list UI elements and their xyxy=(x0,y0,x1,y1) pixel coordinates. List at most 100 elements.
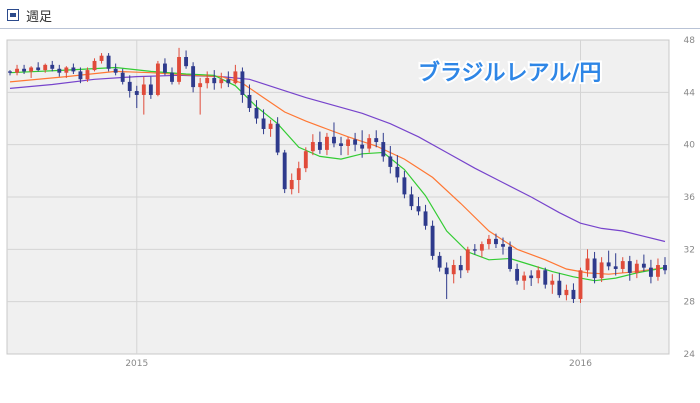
candle xyxy=(360,130,365,158)
candle-body-up xyxy=(564,289,569,296)
candle-body-down xyxy=(409,194,414,207)
candle xyxy=(599,257,604,283)
candle xyxy=(536,266,541,284)
candle xyxy=(324,132,329,156)
candle-body-down xyxy=(332,136,336,144)
y-tick-label: 36 xyxy=(684,193,696,203)
candle xyxy=(346,136,351,156)
candle-body-up xyxy=(536,270,541,279)
candle-body-down xyxy=(254,108,259,119)
y-tick-label: 44 xyxy=(684,88,696,98)
candle xyxy=(501,237,505,255)
candle-body-down xyxy=(557,280,562,296)
chart-title: ブラジルレアル/円 xyxy=(418,60,601,86)
candle xyxy=(557,272,562,298)
candle xyxy=(606,250,611,271)
candle xyxy=(416,197,421,216)
candle-body-down xyxy=(592,258,597,279)
candle xyxy=(22,64,27,75)
candle xyxy=(529,270,534,286)
candle xyxy=(226,71,231,88)
candle xyxy=(564,284,569,301)
candle-body-down xyxy=(191,66,196,88)
candle xyxy=(374,130,379,148)
candle xyxy=(282,149,287,194)
candle-body-down xyxy=(648,267,653,277)
candle-body-down xyxy=(184,57,189,67)
candle-body-down xyxy=(71,67,76,72)
candle xyxy=(106,53,111,72)
candle-body-down xyxy=(317,142,322,150)
candle-body-down xyxy=(494,238,498,245)
candle-body-down xyxy=(113,68,118,73)
candle-body-up xyxy=(656,265,660,277)
candle xyxy=(656,258,660,281)
chart-header: 週足 xyxy=(0,0,700,32)
candle-body-down xyxy=(571,289,576,300)
candle xyxy=(8,70,12,76)
x-tick-label: 2016 xyxy=(569,359,592,369)
candle-body-down xyxy=(508,246,512,269)
candle-body-down xyxy=(627,261,632,273)
candle xyxy=(127,75,132,98)
candle xyxy=(571,283,576,303)
header-divider xyxy=(0,28,700,29)
x-tick-label: 2015 xyxy=(125,359,148,369)
candle xyxy=(465,246,470,273)
candle xyxy=(184,50,189,69)
candle-body-up xyxy=(367,138,372,149)
candle xyxy=(310,134,315,156)
panel-icon xyxy=(7,9,19,21)
candle-body-down xyxy=(170,72,174,82)
candle xyxy=(472,244,477,255)
candle xyxy=(247,84,252,112)
candle xyxy=(64,66,69,78)
candle-body-up xyxy=(324,136,329,150)
candle-body-down xyxy=(360,144,365,149)
candle-body-down xyxy=(275,123,280,153)
candle-body-down xyxy=(120,72,125,82)
candle-body-down xyxy=(134,91,139,95)
chart-period-label: 週足 xyxy=(26,10,53,25)
candle-body-up xyxy=(451,265,456,275)
candle-body-down xyxy=(127,81,132,92)
candle xyxy=(515,263,520,285)
candle xyxy=(388,145,393,174)
candle-body-down xyxy=(423,211,428,226)
y-tick-label: 48 xyxy=(684,36,696,46)
candle xyxy=(578,267,583,303)
candle-body-up xyxy=(99,55,104,61)
candle xyxy=(402,170,407,199)
candle xyxy=(29,66,34,78)
candle xyxy=(205,71,210,89)
candle-body-up xyxy=(64,67,69,73)
candle-body-up xyxy=(233,71,238,84)
candle xyxy=(163,58,167,76)
candle-body-down xyxy=(437,255,442,268)
candle-body-up xyxy=(85,70,90,80)
candle xyxy=(508,241,512,272)
candle xyxy=(240,67,245,103)
candle xyxy=(36,62,41,72)
candle-body-down xyxy=(261,118,266,129)
x-axis-ticks: 2015 2016 xyxy=(125,359,592,369)
candle xyxy=(289,173,294,195)
candle-body-up xyxy=(310,142,315,152)
candle xyxy=(233,64,238,85)
candle xyxy=(494,233,498,249)
candle xyxy=(332,122,336,148)
candle xyxy=(43,63,48,73)
candle-body-down xyxy=(641,263,646,268)
candles xyxy=(8,47,667,303)
candle xyxy=(296,161,301,194)
candle xyxy=(177,47,181,85)
candle-body-down xyxy=(353,139,358,145)
candle-body-down xyxy=(501,244,505,247)
candle-body-down xyxy=(212,77,217,84)
candle-body-down xyxy=(529,275,534,279)
candle-body-up xyxy=(219,79,224,84)
candle-body-up xyxy=(155,63,160,95)
candle-body-down xyxy=(416,206,421,212)
candle xyxy=(585,249,590,277)
